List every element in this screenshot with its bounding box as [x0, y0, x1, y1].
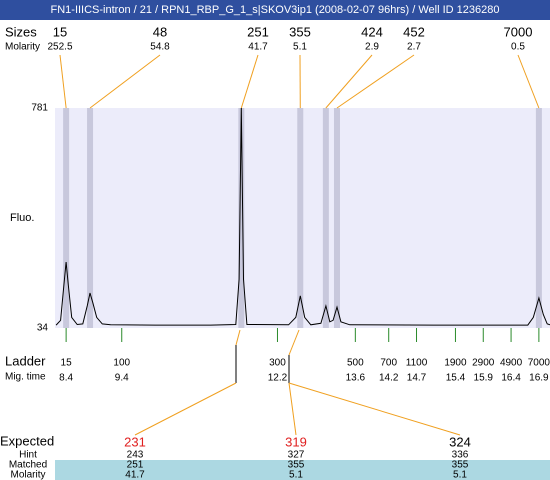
ladder-time: 13.6 [346, 373, 366, 384]
connector [134, 382, 237, 436]
title-bar [0, 0, 550, 20]
peak-size: 424 [361, 24, 383, 39]
peak-size: 452 [403, 24, 425, 39]
matched-label: Matched [9, 460, 47, 471]
ladder-time: 14.2 [379, 373, 399, 384]
y-axis-label: Fluo. [10, 212, 34, 224]
y-tick-label: 781 [31, 103, 48, 114]
ladder-size: 15 [61, 358, 73, 369]
ladder-size: 500 [347, 358, 364, 369]
ladder-size: 2900 [472, 358, 495, 369]
matched-molarity: 41.7 [125, 470, 145, 480]
ladder-time: 16.9 [529, 373, 549, 384]
matched-size: 355 [452, 460, 469, 471]
ladder-size: 7000 [528, 358, 550, 369]
matched-band [55, 460, 550, 480]
ladder-time: 9.4 [115, 373, 129, 384]
expected-label: Expected [0, 433, 54, 448]
mig-time-label: Mig. time [5, 372, 46, 383]
peak-connector [59, 54, 67, 109]
peak-connector [325, 54, 373, 109]
peak-size: 48 [153, 24, 167, 39]
connector [235, 329, 241, 346]
ladder-time: 8.4 [59, 373, 73, 384]
peak-band [87, 108, 94, 328]
trace [55, 107, 550, 326]
peak-connector [240, 54, 259, 109]
chart-title: FN1-IIICS-intron / 21 / RPN1_RBP_G_1_s|S… [51, 4, 500, 16]
ladder-label: Ladder [5, 353, 46, 368]
peak-band [322, 108, 329, 328]
peak-molarity: 2.7 [407, 42, 421, 53]
peak-band [297, 108, 304, 328]
hint-size: 336 [452, 450, 469, 461]
ladder-size: 700 [380, 358, 397, 369]
hint-label: Hint [19, 450, 37, 461]
peak-size: 15 [53, 24, 67, 39]
ladder-time: 12.2 [268, 373, 288, 384]
peak-molarity: 54.8 [150, 42, 170, 53]
peak-molarity: 5.1 [293, 42, 307, 53]
ladder-size: 1900 [444, 358, 467, 369]
peak-connector [89, 54, 161, 109]
peak-molarity: 252.5 [47, 42, 72, 53]
hint-size: 243 [127, 450, 144, 461]
peak-size: 251 [247, 24, 269, 39]
ladder-time: 14.7 [407, 373, 427, 384]
ladder-size: 300 [269, 358, 286, 369]
matched-molarity: 5.1 [289, 470, 303, 480]
expected-size: 319 [285, 434, 307, 449]
y-tick-label: 34 [37, 323, 49, 334]
matched-size: 355 [288, 460, 305, 471]
ladder-size: 1100 [406, 358, 428, 369]
ladder-size: 4900 [500, 358, 523, 369]
peak-connector [336, 54, 415, 109]
peak-molarity: 0.5 [511, 42, 525, 53]
connector [288, 382, 297, 436]
molarity-label: Molarity [5, 42, 40, 53]
expected-size: 324 [449, 434, 471, 449]
ladder-time: 16.4 [501, 373, 521, 384]
matched-size: 251 [127, 460, 144, 471]
peak-band [535, 108, 542, 328]
connector [288, 382, 461, 436]
ladder-time: 15.9 [474, 373, 494, 384]
connector [288, 329, 300, 356]
hint-size: 327 [288, 450, 305, 461]
ladder-time: 15.4 [446, 373, 466, 384]
peak-molarity: 41.7 [248, 42, 268, 53]
peak-connector [517, 54, 540, 109]
peak-band [238, 108, 245, 328]
expected-size: 231 [124, 434, 146, 449]
peak-band [63, 108, 70, 328]
peak-size: 355 [289, 24, 311, 39]
peak-band [333, 108, 340, 328]
ladder-size: 100 [113, 358, 130, 369]
sizes-label: Sizes [5, 24, 37, 39]
peak-molarity: 2.9 [365, 42, 379, 53]
matched-molarity-label: Molarity [10, 470, 45, 480]
matched-molarity: 5.1 [453, 470, 467, 480]
peak-size: 7000 [504, 24, 533, 39]
